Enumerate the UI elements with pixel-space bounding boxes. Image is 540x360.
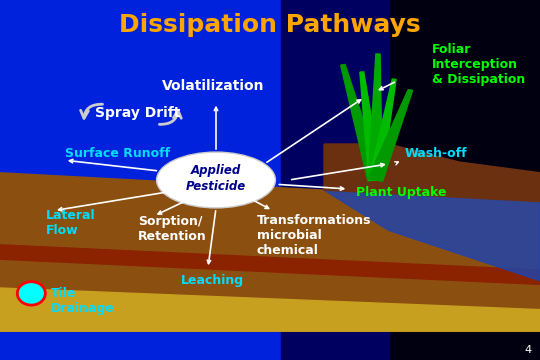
- Text: Applied
Pesticide: Applied Pesticide: [186, 164, 246, 193]
- Text: Plant Uptake: Plant Uptake: [356, 186, 447, 199]
- Ellipse shape: [17, 282, 45, 305]
- Text: Volatilization: Volatilization: [162, 80, 265, 93]
- Text: Foliar
Interception
& Dissipation: Foliar Interception & Dissipation: [432, 43, 525, 86]
- Polygon shape: [369, 79, 396, 180]
- Text: Tile
Drainage: Tile Drainage: [51, 287, 115, 315]
- Polygon shape: [324, 190, 540, 281]
- Text: 4: 4: [525, 345, 532, 355]
- Polygon shape: [341, 64, 383, 181]
- Polygon shape: [0, 288, 540, 331]
- Text: Dissipation Pathways: Dissipation Pathways: [119, 13, 421, 37]
- Text: Sorption/
Retention: Sorption/ Retention: [138, 215, 206, 243]
- Polygon shape: [360, 72, 382, 180]
- Text: Surface Runoff: Surface Runoff: [65, 147, 170, 159]
- Polygon shape: [0, 173, 540, 331]
- Ellipse shape: [157, 152, 275, 208]
- Polygon shape: [281, 0, 389, 360]
- Polygon shape: [0, 245, 540, 284]
- Text: Leaching: Leaching: [181, 274, 244, 287]
- Polygon shape: [368, 54, 382, 180]
- Polygon shape: [368, 90, 413, 181]
- Text: Wash-off: Wash-off: [405, 147, 468, 159]
- Polygon shape: [324, 144, 540, 202]
- Text: Transformations
microbial
chemical: Transformations microbial chemical: [256, 214, 371, 257]
- Polygon shape: [0, 0, 281, 360]
- Text: Spray Drift: Spray Drift: [95, 107, 180, 120]
- Text: Lateral
Flow: Lateral Flow: [46, 209, 96, 237]
